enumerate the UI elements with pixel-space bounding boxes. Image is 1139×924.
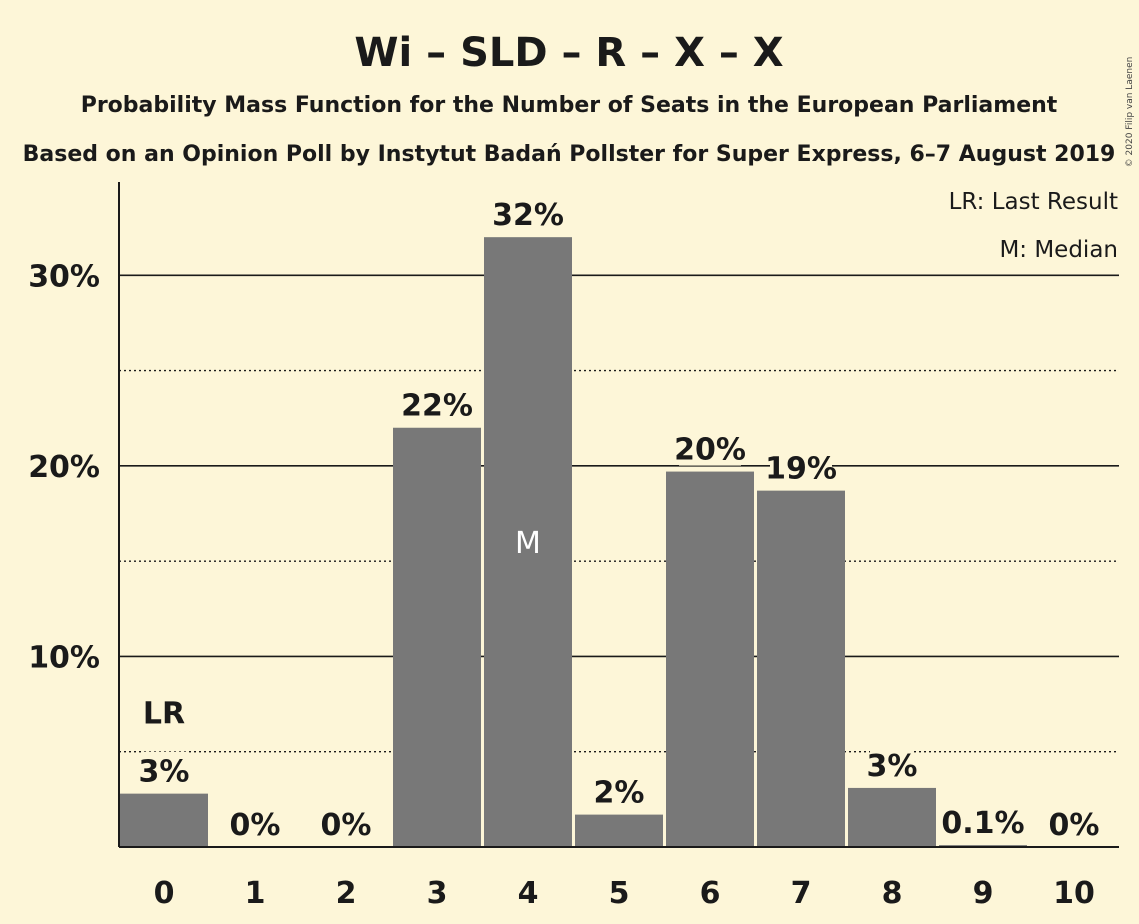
legend-entry-0: LR: Last Result bbox=[949, 189, 1118, 215]
bar-7 bbox=[757, 490, 845, 847]
bar-0 bbox=[120, 793, 208, 847]
data-label-7: 19% bbox=[765, 452, 837, 487]
data-label-bg-1 bbox=[233, 805, 277, 841]
data-label-10: 0% bbox=[1049, 808, 1100, 843]
y-tick-label-30: 30% bbox=[28, 259, 100, 294]
x-tick-label-9: 9 bbox=[973, 876, 994, 911]
y-tick-label-20: 20% bbox=[28, 450, 100, 485]
data-label-bg-5 bbox=[597, 772, 641, 809]
bar-3 bbox=[393, 427, 481, 847]
data-label-8: 3% bbox=[867, 749, 918, 784]
bars bbox=[120, 237, 1027, 847]
x-tick-label-8: 8 bbox=[882, 876, 903, 911]
data-label-1: 0% bbox=[230, 808, 281, 843]
x-tick-label-5: 5 bbox=[609, 876, 630, 911]
x-tick-label-1: 1 bbox=[245, 876, 266, 911]
data-label-5: 2% bbox=[594, 776, 645, 811]
copyright-note: © 2020 Filip van Laenen bbox=[1125, 57, 1135, 168]
chart-subtitle: Probability Mass Function for the Number… bbox=[81, 93, 1058, 118]
last-result-marker-bg bbox=[138, 693, 190, 730]
data-label-bg-2 bbox=[324, 805, 368, 841]
bar-4 bbox=[484, 237, 572, 847]
y-tick-label-10: 10% bbox=[28, 640, 100, 675]
data-label-3: 22% bbox=[401, 389, 473, 424]
x-tick-label-10: 10 bbox=[1053, 876, 1095, 911]
bar-8 bbox=[848, 787, 936, 847]
last-result-marker: LR bbox=[143, 697, 185, 732]
bar-6 bbox=[666, 471, 754, 847]
data-label-bg-0 bbox=[142, 751, 186, 788]
data-label-bg-4 bbox=[497, 195, 559, 232]
x-tick-label-2: 2 bbox=[336, 876, 357, 911]
data-label-9: 0.1% bbox=[941, 806, 1024, 841]
x-tick-label-6: 6 bbox=[700, 876, 721, 911]
data-label-bg-3 bbox=[406, 385, 468, 422]
grid-lines bbox=[119, 274, 1119, 753]
legend-entry-1: M: Median bbox=[999, 237, 1118, 263]
data-labels: 3% 0% 0% 22% 32% 2% 20% 19% 3% 0.1% 0% LR M bbox=[138, 195, 1099, 843]
data-label-0: 3% bbox=[139, 755, 190, 790]
data-label-bg-6 bbox=[679, 429, 741, 466]
legend: LR: Last Result M: Median bbox=[913, 185, 1122, 265]
median-marker: M bbox=[515, 526, 541, 561]
axes: 10% 20% 30% 0 1 2 3 4 5 6 7 8 9 10 bbox=[28, 182, 1119, 911]
bar-5 bbox=[575, 814, 663, 847]
legend-entry-bg-0 bbox=[913, 185, 1122, 217]
chart-subtitle-source: Based on an Opinion Poll by Instytut Bad… bbox=[23, 142, 1116, 167]
data-label-6: 20% bbox=[674, 433, 746, 468]
chart-title: Wi – SLD – R – X – X bbox=[354, 30, 783, 76]
x-tick-label-3: 3 bbox=[427, 876, 448, 911]
x-tick-label-0: 0 bbox=[154, 876, 175, 911]
data-label-4: 32% bbox=[492, 198, 564, 233]
data-label-bg-7 bbox=[770, 448, 832, 485]
data-label-bg-9 bbox=[943, 803, 1023, 840]
data-label-bg-8 bbox=[870, 745, 914, 782]
data-label-bg-10 bbox=[1052, 805, 1096, 841]
x-tick-label-4: 4 bbox=[518, 876, 539, 911]
legend-entry-bg-1 bbox=[991, 233, 1122, 265]
x-tick-label-7: 7 bbox=[791, 876, 812, 911]
data-label-2: 0% bbox=[321, 808, 372, 843]
